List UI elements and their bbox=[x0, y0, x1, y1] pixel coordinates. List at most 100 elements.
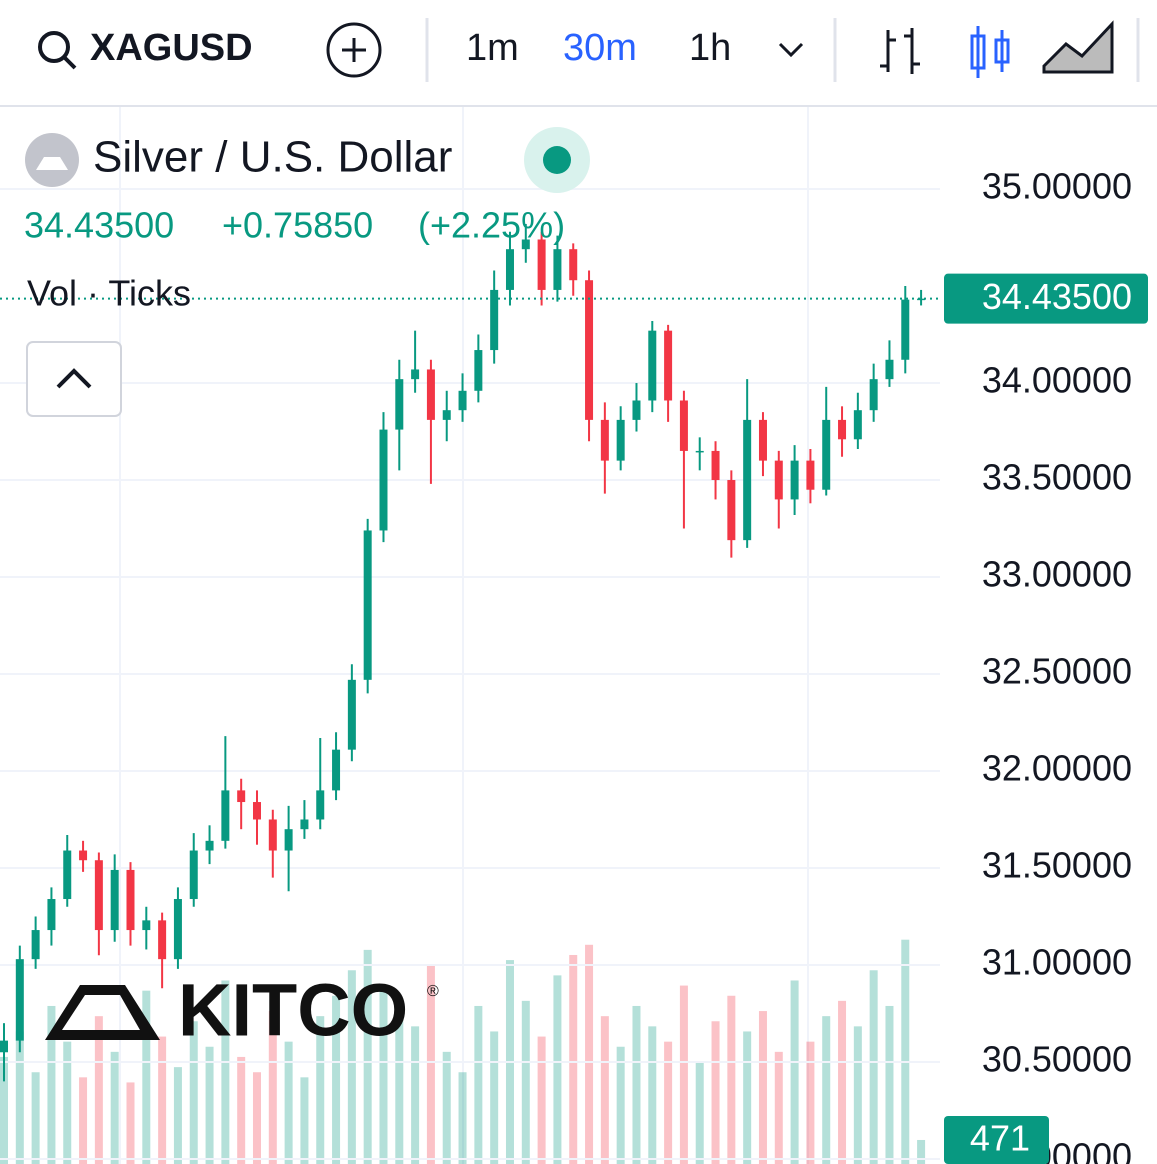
watermark-text: KITCO bbox=[178, 969, 408, 1052]
volume-bar bbox=[316, 1016, 325, 1164]
candle-body bbox=[173, 899, 182, 960]
volume-bar bbox=[142, 990, 151, 1164]
area-style[interactable] bbox=[1042, 20, 1114, 74]
volume-bar bbox=[521, 1000, 530, 1164]
candle-body bbox=[632, 400, 641, 420]
volume-bar bbox=[885, 1005, 894, 1164]
candle-body bbox=[316, 790, 325, 820]
volume-bar bbox=[347, 970, 356, 1164]
volume-bar bbox=[205, 1046, 214, 1164]
candle-body bbox=[237, 790, 246, 803]
candle-body bbox=[379, 429, 388, 531]
symbol[interactable]: XAGUSD bbox=[90, 27, 253, 69]
add-button[interactable] bbox=[326, 22, 382, 78]
symbol-title: Silver / U.S. Dollar bbox=[93, 133, 452, 182]
volume-bar bbox=[221, 980, 230, 1164]
volume-bar bbox=[758, 1011, 767, 1164]
volume-bar bbox=[853, 1026, 862, 1164]
volume-bar bbox=[901, 939, 910, 1164]
candle-body bbox=[901, 299, 910, 360]
candle-body bbox=[426, 369, 435, 420]
candle-body bbox=[743, 419, 752, 541]
candle-body bbox=[505, 249, 514, 290]
volume-bar bbox=[648, 1026, 657, 1164]
candle-body bbox=[110, 869, 119, 931]
volume-bar bbox=[869, 970, 878, 1164]
candles-style[interactable] bbox=[970, 26, 1010, 78]
volume-bar bbox=[600, 1016, 609, 1164]
y-tick-label: 30.50000 bbox=[982, 1038, 1132, 1079]
candle-body bbox=[158, 920, 167, 960]
interval[interactable]: 1h bbox=[689, 27, 731, 69]
volume-bar bbox=[79, 1077, 88, 1164]
candle-body bbox=[79, 850, 88, 861]
volume-bar bbox=[63, 1041, 72, 1164]
volume-bar bbox=[727, 995, 736, 1164]
volume-bar bbox=[490, 1031, 499, 1164]
candle-body bbox=[711, 450, 720, 481]
volume-bar bbox=[0, 1056, 8, 1164]
volume-bar bbox=[31, 1072, 40, 1164]
volume-bar bbox=[189, 1021, 198, 1164]
symbol-search[interactable]: XAGUSD bbox=[38, 27, 253, 70]
candle-body bbox=[363, 530, 372, 680]
candle-body bbox=[284, 829, 293, 851]
volume-bar bbox=[474, 1005, 483, 1164]
volume-bar bbox=[363, 949, 372, 1164]
volume-bar bbox=[679, 985, 688, 1164]
candle-body bbox=[0, 1040, 8, 1053]
volume-bar bbox=[268, 1011, 277, 1164]
interval-dropdown[interactable] bbox=[778, 42, 804, 58]
volume-bar bbox=[616, 1046, 625, 1164]
candle-body bbox=[189, 850, 198, 900]
y-tick-label: 31.00000 bbox=[982, 941, 1132, 982]
y-tick-label: 33.50000 bbox=[982, 457, 1132, 498]
market-status-dot bbox=[543, 146, 571, 174]
candle-icon bbox=[970, 34, 986, 70]
volume-bar bbox=[774, 1051, 783, 1164]
add-icon[interactable] bbox=[326, 22, 382, 78]
candle-body bbox=[679, 400, 688, 451]
search-icon bbox=[62, 55, 77, 70]
candle-body bbox=[553, 249, 562, 290]
candle-body bbox=[806, 460, 815, 490]
candle-body bbox=[126, 869, 135, 931]
volume-bar bbox=[537, 1036, 546, 1164]
y-tick-label: 32.50000 bbox=[982, 651, 1132, 692]
volume-bar bbox=[585, 944, 594, 1164]
candle-body bbox=[917, 298, 926, 301]
y-tick-label: 34.00000 bbox=[982, 360, 1132, 401]
interval[interactable]: 1m bbox=[466, 27, 519, 69]
volume-badge bbox=[944, 1116, 1049, 1164]
volume-bar bbox=[442, 1051, 451, 1164]
volume-bar bbox=[300, 1077, 309, 1164]
candle-body bbox=[664, 330, 673, 401]
candle-body bbox=[600, 419, 609, 461]
bars-style[interactable] bbox=[880, 28, 920, 74]
volume-bar bbox=[664, 1041, 673, 1164]
candle-body bbox=[268, 819, 277, 851]
volume-bar bbox=[237, 1056, 246, 1164]
collapse-box[interactable] bbox=[26, 341, 122, 417]
y-tick-label: 32.00000 bbox=[982, 748, 1132, 789]
candle-body bbox=[521, 239, 530, 250]
watermark-mark: ® bbox=[427, 983, 439, 1000]
volume-bar bbox=[158, 1036, 167, 1164]
candle-body bbox=[695, 450, 704, 453]
candles bbox=[0, 223, 940, 1082]
candle-body bbox=[774, 460, 783, 500]
collapse-button[interactable] bbox=[26, 341, 122, 417]
y-tick-label: 33.00000 bbox=[982, 554, 1132, 595]
change: +0.75850 bbox=[222, 205, 373, 246]
volume-bar bbox=[110, 1051, 119, 1164]
volume-bar bbox=[284, 1041, 293, 1164]
y-tick-label: 31.50000 bbox=[982, 845, 1132, 886]
volume-bar bbox=[632, 1005, 641, 1164]
volume-bar bbox=[458, 1072, 467, 1164]
candle-body bbox=[727, 480, 736, 541]
candle-body bbox=[411, 369, 420, 380]
candle-body bbox=[31, 930, 40, 960]
interval[interactable]: 30m bbox=[563, 27, 637, 69]
volume-bar bbox=[553, 975, 562, 1164]
volume-bar bbox=[379, 985, 388, 1164]
